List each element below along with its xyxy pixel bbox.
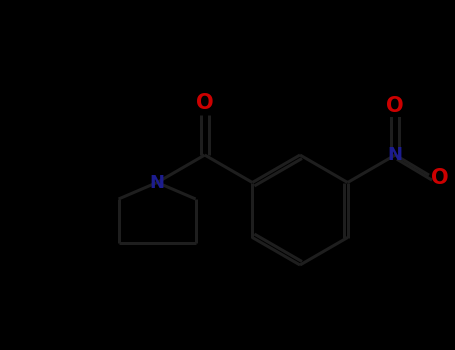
Text: O: O	[196, 93, 213, 113]
Text: O: O	[386, 96, 404, 116]
Text: N: N	[150, 174, 165, 191]
Text: O: O	[431, 168, 449, 188]
Text: N: N	[388, 146, 403, 164]
